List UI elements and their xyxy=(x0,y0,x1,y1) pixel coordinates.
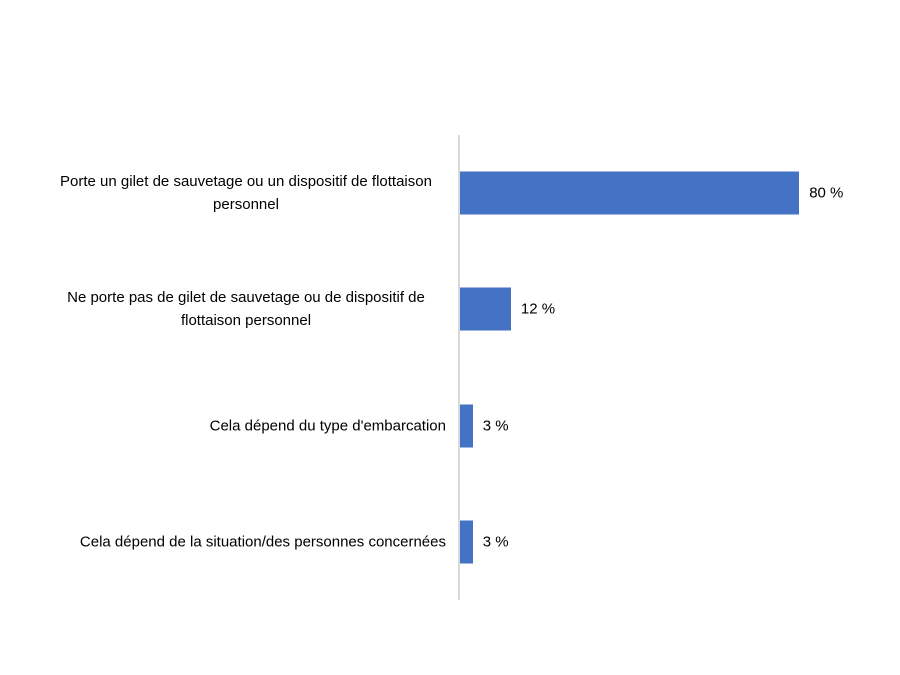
category-label: Ne porte pas de gilet de sauvetage ou de… xyxy=(67,289,425,330)
value-label: 3 % xyxy=(482,533,509,551)
bar xyxy=(460,404,473,448)
bar xyxy=(460,520,473,564)
value-label: 12 % xyxy=(520,300,556,318)
category-label: Cela dépend du type d'embarcation xyxy=(209,417,446,435)
category-axis-line xyxy=(458,135,460,600)
value-label: 3 % xyxy=(482,417,509,435)
category-label: Cela dépend de la situation/des personne… xyxy=(79,533,446,551)
bar xyxy=(460,171,800,215)
bar xyxy=(460,287,511,331)
category-label: Porte un gilet de sauvetage ou un dispos… xyxy=(60,173,432,214)
value-label: 80 % xyxy=(809,184,844,202)
